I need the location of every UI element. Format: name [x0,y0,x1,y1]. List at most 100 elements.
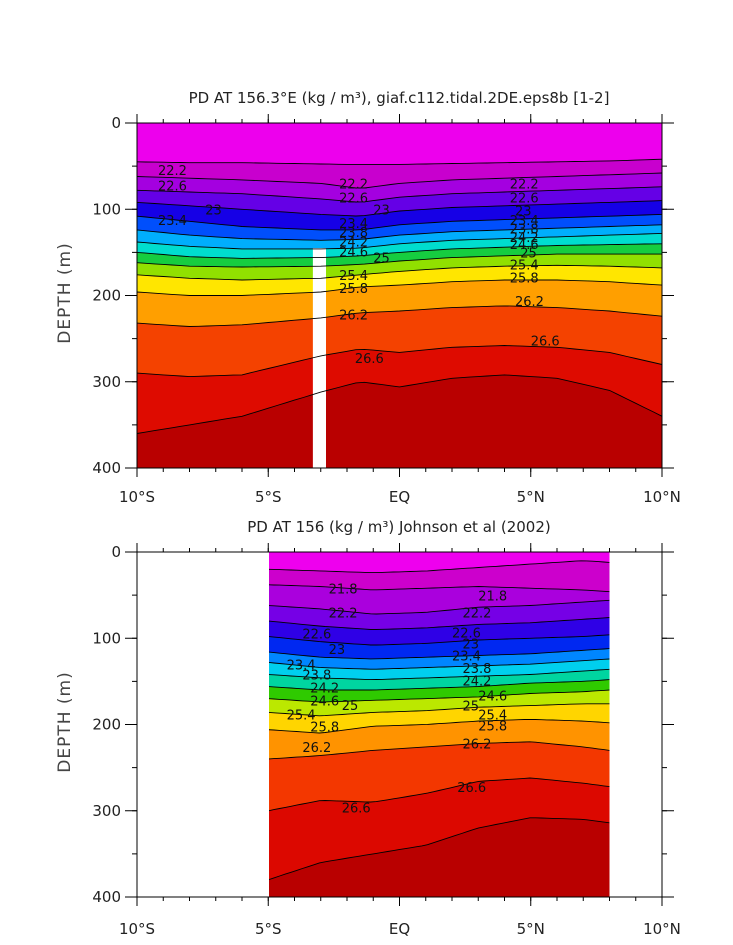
contour-label: 23.4 [452,650,481,665]
contour-label: 22.6 [158,179,187,194]
isopycnal-line [137,279,662,296]
density-band [137,345,662,434]
contour-label: 23 [329,643,346,658]
isopycnal-line [269,617,610,630]
panel-bottom-axes: 10°S 5°S EQ 5°N 10°N 0 100 200 300 400 [92,543,681,938]
isopycnal-line [137,200,662,217]
density-band [269,669,610,690]
panel-top: PD AT 156.3°E (kg / m³), giaf.c112.tidal… [55,89,681,506]
isopycnal-line [269,718,610,734]
y-tick-label: 200 [92,287,121,305]
panel-top-title: PD AT 156.3°E (kg / m³), giaf.c112.tidal… [189,89,610,107]
density-band [137,265,662,296]
isopycnal-line [269,741,610,760]
panel-bottom-isopycnals [269,560,610,881]
contour-label: 23.8 [510,222,539,237]
isopycnal-line [137,186,662,203]
y-tick-label: 0 [111,114,121,132]
contour-label: 24.2 [339,235,368,250]
density-band [269,741,610,811]
isopycnal-line [137,232,662,250]
contour-label: 23.8 [463,662,492,677]
isopycnal-line [269,584,610,593]
x-tick-label: 10°S [119,488,155,506]
isopycnal-line [137,264,662,281]
isopycnal-line [137,253,662,268]
x-tick-label: EQ [389,488,410,506]
contour-label: 25.8 [310,720,339,735]
density-band [269,679,610,702]
x-tick-label: 10°N [643,488,681,506]
contour-label: 25.4 [287,708,316,723]
isopycnal-line [269,599,610,615]
contour-label: 23 [205,203,222,218]
contour-label: 26.2 [515,295,544,310]
contour-label: 22.2 [329,607,358,622]
contour-label: 22.6 [510,191,539,206]
panel-top-density-fill [137,123,662,468]
density-band [137,243,662,267]
isopycnal-line [137,213,662,231]
panel-top-axes: 10°S 5°S EQ 5°N 10°N 0 100 200 300 400 [92,114,681,506]
x-tick-label: 10°S [119,920,155,938]
isopycnal-line [269,560,610,574]
contour-label: 25 [520,247,537,262]
contour-label: 26.6 [457,781,486,796]
contour-label: 24.2 [310,682,339,697]
contour-label: 26.2 [339,309,368,324]
density-band [269,552,610,573]
isopycnal-line [269,679,610,691]
contour-label: 24.2 [510,231,539,246]
contour-label: 22.2 [463,607,492,622]
isopycnal-line [269,668,610,681]
contour-label: 24.6 [310,695,339,710]
contour-label: 26.2 [302,741,331,756]
isopycnal-line [137,305,662,327]
y-tick-label: 200 [92,716,121,734]
x-tick-label: 10°N [643,920,681,938]
missing-data-column [312,248,326,468]
contour-label: 22.6 [302,627,331,642]
contour-label: 25.8 [339,282,368,297]
panel-top-contour-labels: 22.222.62323.422.222.62323.423.824.224.6… [158,164,560,367]
contour-label: 25.8 [510,272,539,287]
isopycnal-line [269,648,610,660]
density-band [137,233,662,259]
density-band [137,254,662,280]
y-tick-label: 400 [92,459,121,477]
isopycnal-line [269,817,610,881]
density-band [137,305,662,377]
contour-label: 25.4 [478,708,507,723]
contour-label: 24.6 [478,689,507,704]
contour-label: 25.4 [510,259,539,274]
density-band [269,600,610,630]
y-tick-label: 0 [111,543,121,561]
density-band [269,584,610,614]
density-band [269,690,610,716]
contour-label: 26.6 [342,801,371,816]
isopycnal-line [269,689,610,703]
isopycnal-line [137,374,662,434]
contour-label: 22.2 [339,178,368,193]
isopycnal-line [269,658,610,670]
contour-label: 21.8 [329,582,358,597]
panel-bottom-title: PD AT 156 (kg / m³) Johnson et al (2002) [247,518,550,536]
y-tick-label: 300 [92,373,121,391]
panel-top-y-axis-label: DEPTH (m) [55,242,75,343]
contour-label: 24.6 [510,238,539,253]
contour-label: 25.8 [478,720,507,735]
isopycnal-line [137,172,662,189]
contour-label: 23 [463,638,480,653]
contour-label: 23.8 [339,226,368,241]
contour-label: 21.8 [478,589,507,604]
density-band [269,634,610,659]
panel-bottom-y-axis-label: DEPTH (m) [55,671,75,772]
isopycnal-line [137,158,662,165]
y-tick-label: 100 [92,629,121,647]
isopycnal-line [137,224,662,241]
contour-label: 25 [373,252,390,267]
density-band [137,200,662,230]
x-tick-label: 5°S [255,920,282,938]
contour-label: 26.6 [531,335,560,350]
